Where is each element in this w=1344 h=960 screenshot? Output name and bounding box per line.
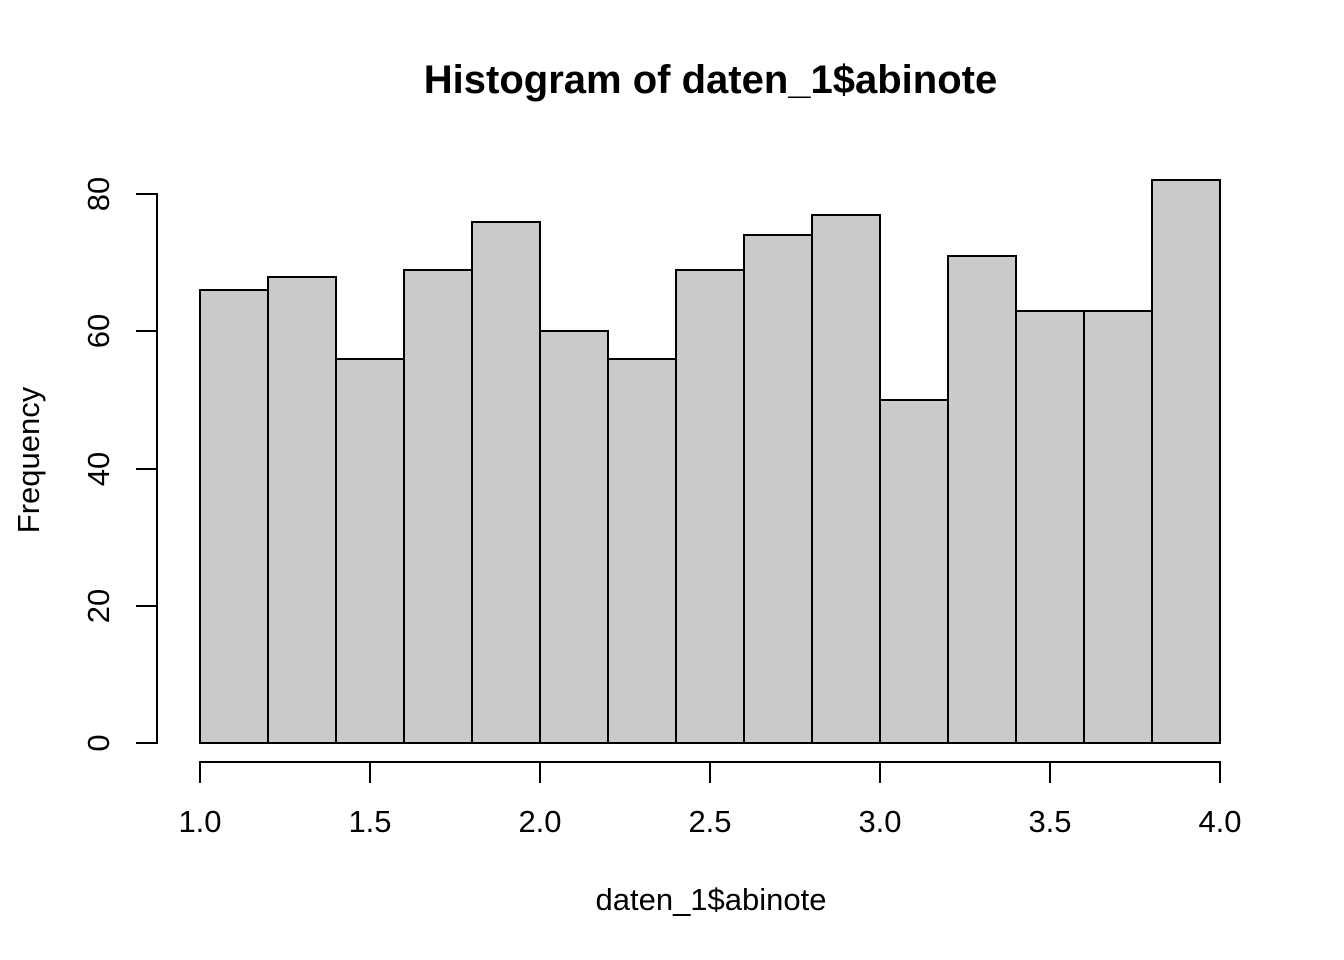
x-axis-tick [709, 761, 711, 783]
x-tick-label: 4.0 [1198, 804, 1242, 839]
histogram-bar [607, 358, 677, 744]
y-axis-tick [136, 605, 156, 607]
x-tick-label: 2.0 [518, 804, 562, 839]
histogram-bar [743, 234, 813, 744]
histogram-bar [947, 255, 1017, 744]
histogram-bar [1083, 310, 1153, 744]
y-tick-label: 60 [81, 313, 116, 349]
histogram-bar [267, 276, 337, 744]
x-axis-tick [879, 761, 881, 783]
y-axis-tick [136, 468, 156, 470]
y-tick-label: 20 [81, 588, 116, 624]
x-tick-label: 3.0 [858, 804, 902, 839]
x-axis-tick [539, 761, 541, 783]
y-axis-tick [136, 193, 156, 195]
x-tick-label: 1.0 [178, 804, 222, 839]
chart-title: Histogram of daten_1$abinote [423, 58, 998, 102]
x-tick-label: 2.5 [688, 804, 732, 839]
y-tick-label: 0 [81, 734, 116, 752]
histogram-bar [1015, 310, 1085, 744]
histogram-bar [811, 214, 881, 744]
y-axis-line [156, 193, 158, 744]
x-axis-tick [1219, 761, 1221, 783]
x-tick-label: 1.5 [348, 804, 392, 839]
histogram-bar [335, 358, 405, 744]
histogram-bar [199, 289, 269, 744]
histogram-bar [879, 399, 949, 744]
y-axis-label: Frequency [11, 386, 46, 534]
y-axis-tick [136, 330, 156, 332]
y-tick-label: 40 [81, 451, 116, 487]
y-axis-tick [136, 742, 156, 744]
histogram-bar [675, 269, 745, 744]
histogram-bar [471, 221, 541, 744]
x-axis-tick [369, 761, 371, 783]
x-tick-label: 3.5 [1028, 804, 1072, 839]
histogram-bar [403, 269, 473, 744]
histogram-bar [539, 330, 609, 744]
x-axis-tick [1049, 761, 1051, 783]
histogram-bar [1151, 179, 1221, 744]
x-axis-tick [199, 761, 201, 783]
y-tick-label: 80 [81, 176, 116, 212]
x-axis-label: daten_1$abinote [595, 882, 827, 917]
